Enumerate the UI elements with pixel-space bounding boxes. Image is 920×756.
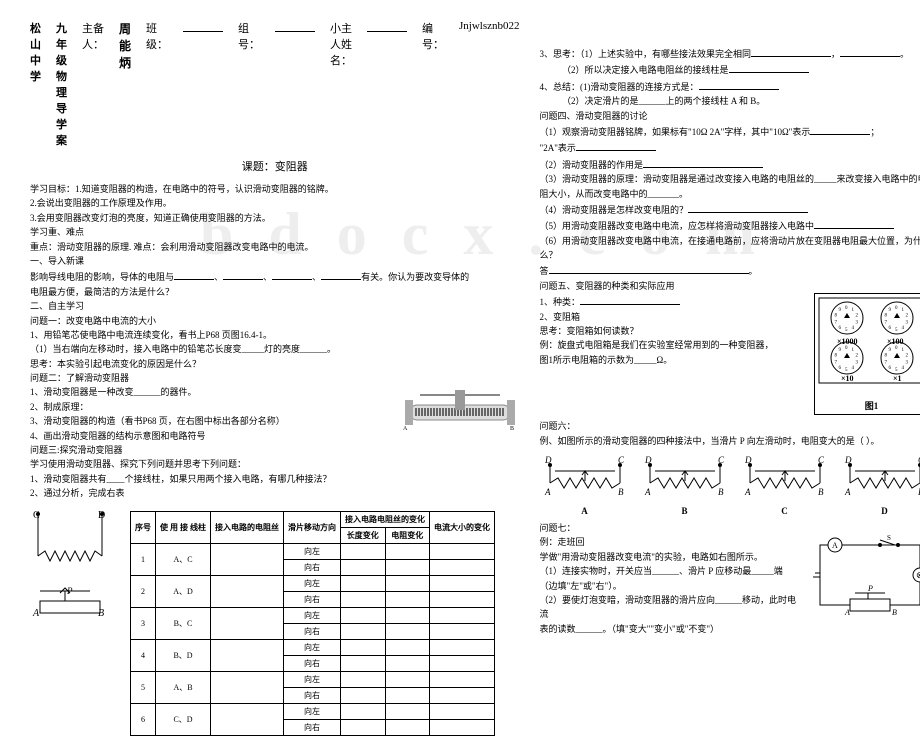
svg-text:A: A [544,487,551,497]
intro-text: 影响导线电阻的影响，导体的电阻与、、、有关。你认为要改变导体的 [30,268,520,284]
q1-2: （1）当右端向左移动时，接入电路中的铅笔芯长度变_____灯的亮度______。 [30,342,520,356]
svg-text:A: A [32,608,40,619]
q3-1: 学习使用滑动变阻器、探究下列问题并思考下列问题： [30,457,520,471]
r-q4-2: （2）滑动变阻器的作用是 [540,156,920,172]
svg-text:B: B [818,487,824,497]
q1: 问题一：改变电路中电流的大小 [30,314,520,328]
th-len: 长度变化 [341,527,386,543]
goal-2: 2.会说出变阻器的工作原理及作用。 [30,196,520,210]
svg-text:B: B [618,487,624,497]
blank [183,20,223,32]
lesson-title: 课题：变阻器 [30,158,520,174]
q3-3: 2、通过分析，完成右表 [30,486,520,500]
q1-3: 思考：本实验引起电流变化的原因是什么？ [30,357,520,371]
right-column: 3、思考：（1）上述实验中，有哪些接法效果完全相同，。 （2）所以决定接入电路电… [540,20,920,736]
circuit-q7: A S ⊗ P A B [810,535,920,625]
th-wire: 接入电路的电阻丝 [211,511,284,543]
code-label: 编号： [422,20,444,148]
header: 松山中学 九年级物理导学案 主备人： 周能炳 班级： 组号： 小主人姓名： 编号… [30,20,520,148]
r-q4-ans: 答。 [540,262,920,278]
svg-text:A: A [403,426,408,432]
q3-2: 1、滑动变阻器共有____个接线柱，如果只用两个接入电路，有哪几种接法？ [30,472,520,486]
analysis-table: 序号 使 用 接 线柱 接入电路的电阻丝 滑片移动方向 接入电路电阻丝的变化 电… [130,511,495,736]
svg-text:B: B [718,487,724,497]
r-q4-4: （4）滑动变阻器是怎样改变电阻的？ [540,201,920,217]
resistance-box-image: 0123456789012345678901234567890123456789… [814,293,920,415]
diff-label: 学习重、难点 [30,225,520,239]
th-num: 序号 [131,511,156,543]
left-column: 松山中学 九年级物理导学案 主备人： 周能炳 班级： 组号： 小主人姓名： 编号… [30,20,520,736]
intro-text3: 电阻最方便，最简洁的方法是什么？ [30,285,520,299]
svg-text:P: P [867,584,873,593]
th-current: 电流大小的变化 [430,511,495,543]
r-q4-3: （3）滑动变阻器的原理：滑动变阻器是通过改变接入电路的电阻丝的_____来改变接… [540,172,920,201]
resistor-image: A B [400,385,520,435]
diff-1: 重点：滑动变阻器的原理. 难点：会利用滑动变阻器改变电路中的电流。 [30,240,520,254]
self: 二、自主学习 [30,299,520,313]
grade: 九年级物理导学案 [56,20,67,148]
svg-text:×1: ×1 [893,374,902,383]
r-q7: 问题七： [540,521,920,535]
r-q3: 3、思考：（1）上述实验中，有哪些接法效果完全相同，。 [540,45,920,61]
blank [275,20,315,32]
th-dir: 滑片移动方向 [284,511,341,543]
r-q4: 问题四、滑动变阻器的讨论 [540,109,920,123]
r-q4-1: （1）观察滑动变阻器铭牌，如果标有"10Ω 2A"字样，其中"10Ω"表示； [540,123,920,139]
svg-text:A: A [844,487,851,497]
blank [367,20,407,32]
svg-text:A: A [744,487,751,497]
fig1-label: 图1 [817,399,920,412]
circuit-options: D C A B A D C A B B D C A B C D C [540,453,920,516]
circuit-diagram: C D A B P [30,506,110,736]
svg-text:⊗: ⊗ [916,570,920,580]
r-q3-2: （2）所以决定接入电路电阻丝的接线柱是 [540,61,920,77]
svg-text:B: B [892,608,897,617]
goal-3: 3.会用变阻器改变灯泡的亮度，知道正确使用变阻器的方法。 [30,211,520,225]
r-q6: 问题六： [540,419,920,433]
r-q4-6: （6）用滑动变阻器改变电路中电流，在接通电路前，应将滑动片放在变阻器电阻最大位置… [540,234,920,263]
name-label: 小主人姓名： [330,20,352,148]
q1-1: 1、用铅笔芯使电路中电流连续变化，看书上P68 页图16.4-1。 [30,328,520,342]
svg-text:A: A [832,541,838,550]
q3: 问题三:探究滑动变阻器 [30,443,520,457]
svg-text:S: S [887,535,891,542]
r-q4s: 4、总结：(1)滑动变阻器的连接方式是： [540,78,920,94]
th-res: 电阻变化 [385,527,430,543]
editor-label: 主备人： [82,20,104,148]
r-q4-5: （5）用滑动变阻器改变电路中电流，应怎样将滑动变阻器接入电路中 [540,217,920,233]
r-q6-e: 例、如图所示的滑动变阻器的四种接法中，当滑片 P 向左滑动时，电阻变大的是（ ）… [540,434,920,448]
svg-text:B: B [510,426,514,432]
intro: 一、导入新课 [30,254,520,268]
svg-text:×10: ×10 [841,374,854,383]
editor-name: 周能炳 [119,20,131,148]
svg-text:A: A [844,608,850,617]
code: Jnjwlsznb022 [459,20,520,148]
r-q4s2: （2）决定滑片的是______上的两个接线柱 A 和 B。 [540,94,920,108]
goal-1: 学习目标：1.知道变阻器的构造，在电路中的符号，认识滑动变阻器的铭牌。 [30,182,520,196]
th-change: 接入电路电阻丝的变化 [341,511,430,527]
q2: 问题二：了解滑动变阻器 [30,371,520,385]
svg-text:A: A [644,487,651,497]
r-q5: 问题五、变阻器的种类和实际应用 [540,279,920,293]
svg-text:×100: ×100 [887,337,904,346]
r-q4-1b: "2A"表示 [540,139,920,155]
svg-text:×1000: ×1000 [837,337,858,346]
school: 松山中学 [30,20,41,148]
class-label: 班级： [146,20,168,148]
group-label: 组号： [238,20,260,148]
th-terminal: 使 用 接 线柱 [156,511,211,543]
